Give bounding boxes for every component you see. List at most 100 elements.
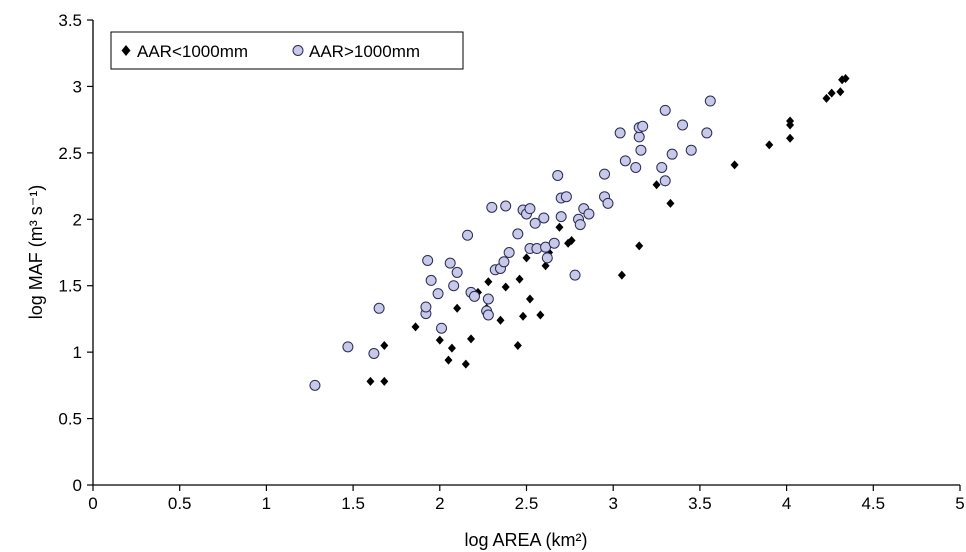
data-point-diamond xyxy=(617,270,626,280)
legend: AAR<1000mm AAR>1000mm xyxy=(110,31,464,70)
x-tick-label: 3 xyxy=(608,494,617,513)
data-point-circle xyxy=(659,175,671,187)
data-point-circle xyxy=(451,266,463,278)
y-tick-label: 0 xyxy=(73,476,82,495)
data-point-diamond xyxy=(519,311,528,321)
data-point-circle xyxy=(538,212,550,224)
data-point-diamond xyxy=(666,198,675,208)
data-point-circle xyxy=(685,144,697,156)
data-point-circle xyxy=(619,155,631,167)
x-tick-label: 1.5 xyxy=(341,494,365,513)
data-point-diamond xyxy=(827,88,836,98)
data-point-circle xyxy=(704,95,716,107)
data-point-circle xyxy=(633,131,645,143)
data-point-diamond xyxy=(496,315,505,325)
data-point-circle xyxy=(548,237,560,249)
data-point-diamond xyxy=(380,341,389,350)
data-point-circle xyxy=(574,219,586,231)
data-point-circle xyxy=(425,274,437,286)
x-axis-title: log AREA (km²) xyxy=(464,530,587,550)
data-point-diamond xyxy=(635,241,644,251)
data-point-diamond xyxy=(522,253,531,263)
data-point-circle xyxy=(637,120,649,132)
x-tick-label: 4.5 xyxy=(861,494,885,513)
data-point-circle xyxy=(368,347,380,359)
x-tick-label: 5 xyxy=(955,494,964,513)
data-point-diamond xyxy=(380,376,389,386)
data-point-circle xyxy=(552,169,564,181)
data-point-circle xyxy=(373,302,385,314)
x-tick-label: 2 xyxy=(435,494,444,513)
data-point-circle xyxy=(486,201,498,213)
data-point-diamond xyxy=(555,222,564,232)
data-point-diamond xyxy=(515,274,524,284)
data-point-diamond xyxy=(411,322,420,332)
data-point-circle xyxy=(541,252,553,264)
data-point-diamond xyxy=(453,303,462,313)
data-point-diamond xyxy=(841,73,850,83)
y-tick-label: 0.5 xyxy=(58,410,82,429)
data-point-diamond xyxy=(786,133,795,143)
data-point-circle xyxy=(498,256,510,268)
data-point-diamond xyxy=(513,341,522,350)
y-tick-label: 2.5 xyxy=(58,144,82,163)
data-point-circle xyxy=(512,228,524,240)
data-point-diamond xyxy=(525,294,534,304)
data-point-circle xyxy=(444,257,456,269)
data-point-circle xyxy=(309,379,321,391)
data-point-diamond xyxy=(501,282,510,292)
data-point-diamond xyxy=(536,310,545,320)
data-point-circle xyxy=(583,208,595,220)
data-point-circle xyxy=(342,341,354,353)
legend-box xyxy=(110,31,464,70)
data-point-diamond xyxy=(461,359,470,369)
data-point-circle xyxy=(677,119,689,131)
data-point-circle xyxy=(560,191,572,203)
data-point-circle xyxy=(482,293,494,305)
data-point-diamond xyxy=(765,140,774,150)
data-point-circle xyxy=(422,254,434,266)
data-point-circle xyxy=(462,229,474,241)
y-tick-label: 2 xyxy=(73,210,82,229)
data-point-circle xyxy=(500,200,512,212)
data-point-diamond xyxy=(786,116,795,126)
data-point-circle xyxy=(555,211,567,223)
legend-label-aar-under-1000: AAR<1000mm xyxy=(137,42,248,61)
data-point-diamond xyxy=(652,180,661,190)
y-tick-label: 1 xyxy=(73,343,82,362)
data-point-circle xyxy=(630,161,642,173)
data-point-circle xyxy=(482,309,494,321)
data-point-circle xyxy=(432,288,444,300)
data-point-circle xyxy=(599,168,611,180)
y-tick-label: 3 xyxy=(73,77,82,96)
legend-marker-diamond xyxy=(121,45,131,56)
x-tick-label: 1 xyxy=(262,494,271,513)
data-point-diamond xyxy=(467,334,476,344)
data-point-diamond xyxy=(836,87,845,97)
ticks xyxy=(87,19,961,491)
y-axis-title: log MAF (m³ s⁻¹) xyxy=(26,185,46,320)
data-point-diamond xyxy=(435,335,444,345)
data-point-circle xyxy=(656,161,668,173)
data-point-circle xyxy=(569,269,581,281)
data-point-diamond xyxy=(730,160,739,170)
tick-labels: 0 0.5 1 1.5 2 2.5 3 3.5 4 4.5 5 0 0.5 1 1.5 2 2.5 3 3.5 xyxy=(58,11,964,513)
x-tick-label: 0 xyxy=(88,494,97,513)
data-point-diamond xyxy=(447,343,456,353)
data-point-circle xyxy=(436,322,448,334)
data-point-diamond xyxy=(444,355,453,365)
y-tick-label: 3.5 xyxy=(58,11,82,30)
data-points xyxy=(309,73,850,391)
x-tick-label: 4 xyxy=(782,494,791,513)
y-tick-label: 1.5 xyxy=(58,277,82,296)
legend-label-aar-over-1000: AAR>1000mm xyxy=(309,42,420,61)
data-point-circle xyxy=(666,148,678,160)
data-point-circle xyxy=(635,144,647,156)
x-tick-label: 2.5 xyxy=(515,494,539,513)
data-point-circle xyxy=(659,104,671,116)
data-point-circle xyxy=(602,197,614,209)
data-point-circle xyxy=(468,290,480,302)
data-point-diamond xyxy=(366,376,375,386)
data-point-circle xyxy=(448,280,460,292)
